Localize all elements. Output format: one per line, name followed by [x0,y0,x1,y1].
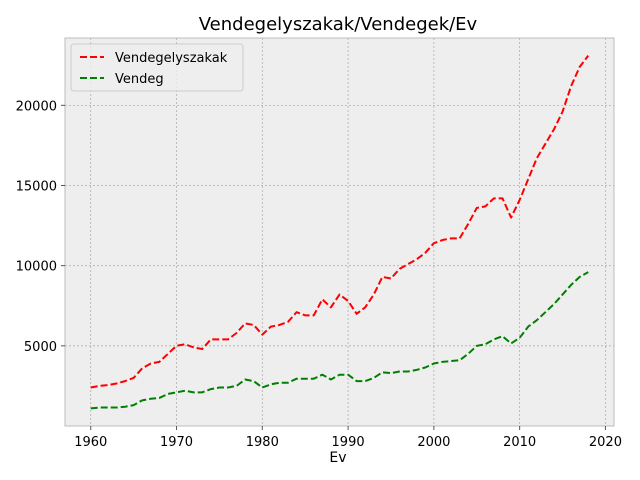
ticks: 1960 1970 1980 1990 2000 2010 2020 5000 10000 150… [16,99,622,450]
x-tick-label: 2010 [503,435,536,450]
x-tick-label: 1990 [332,435,365,450]
x-axis-label: Ev [329,450,346,466]
series-line-vendeg [90,271,589,410]
legend-label-vendeg: Vendeg [115,72,164,87]
x-tick-label: 1970 [160,435,193,450]
legend-box [70,43,244,92]
y-tick-label: 5000 [24,340,57,355]
x-tick-label: 1980 [246,435,279,450]
series-layer [90,55,590,410]
x-tick-label: 1960 [74,435,107,450]
y-tick-label: 15000 [16,180,57,195]
x-tick-label: 2000 [417,435,450,450]
chart-title: Vendegelyszakak/Vendegek/Ev [199,14,478,35]
legend: Vendegelyszakak Vendeg [70,43,244,92]
x-tick-label: 2020 [589,435,622,450]
legend-label-vendegelyszakak: Vendegelyszakak [115,51,228,66]
series-line-vendegelyszakak [90,55,590,389]
y-tick-label: 20000 [16,99,57,114]
plot-area [64,37,615,427]
y-tick-label: 10000 [16,260,57,275]
grid [65,38,614,426]
